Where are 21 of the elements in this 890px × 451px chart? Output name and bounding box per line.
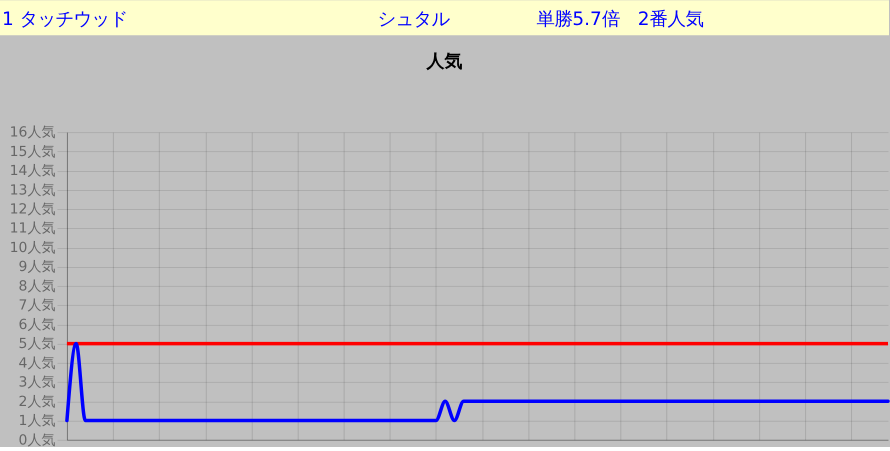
y-tick-label: 7人気 (18, 298, 56, 314)
text: シュタル (378, 9, 450, 30)
y-tick-label: 13人気 (10, 182, 56, 198)
y-tick-label: 10人気 (10, 240, 56, 256)
chart-title: 人気 (426, 51, 462, 72)
y-tick-label: 2人気 (18, 394, 56, 410)
y-tick-label: 4人気 (18, 355, 56, 372)
y-tick-label: 9人気 (18, 259, 56, 276)
y-tick-label: 0人気 (18, 432, 56, 448)
y-tick-label: 16人気 (10, 124, 56, 141)
y-tick-label: 14人気 (10, 163, 56, 180)
y-tick-label: 6人気 (18, 316, 56, 333)
y-tick-label: 15人気 (10, 144, 56, 160)
y-tick-label: 12人気 (10, 202, 56, 218)
y-tick-label: 5人気 (18, 336, 56, 352)
text: 1 タッチウッド (2, 9, 128, 30)
text: 単勝5.7倍 2番人気 (536, 9, 704, 30)
y-tick-label: 8人気 (18, 278, 56, 294)
y-tick-label: 1人気 (18, 413, 56, 430)
y-tick-label: 11人気 (10, 220, 56, 237)
y-tick-label: 3人気 (18, 374, 56, 391)
